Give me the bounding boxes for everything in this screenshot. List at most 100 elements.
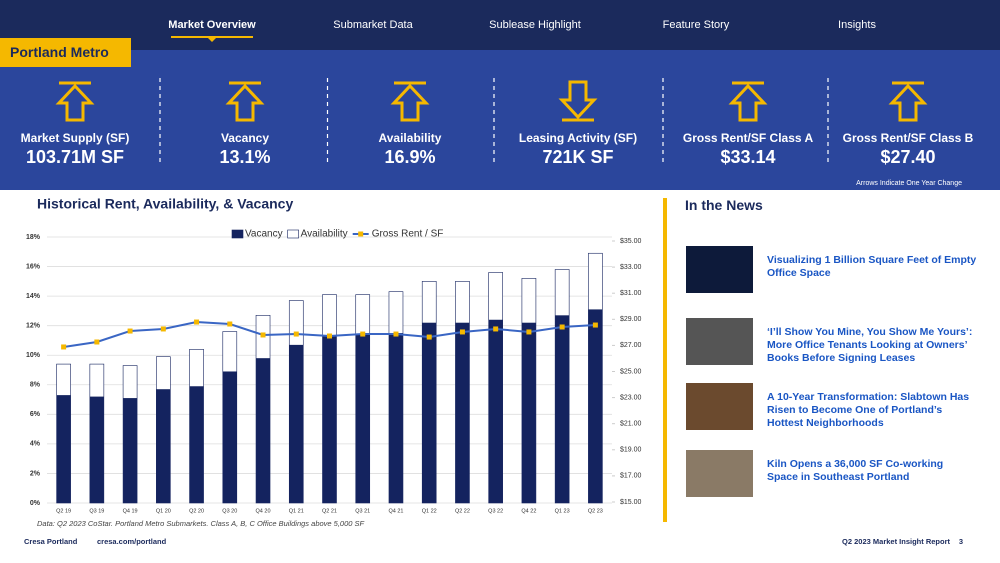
rent-marker: [360, 331, 366, 337]
chart-title: Historical Rent, Availability, & Vacancy: [37, 196, 293, 212]
kpi-label: Leasing Activity (SF): [518, 131, 638, 145]
y2-tick-label: $33.00: [620, 264, 642, 271]
vacancy-bar: [222, 371, 237, 503]
y2-tick-label: $29.00: [620, 316, 642, 323]
rent-marker: [293, 331, 299, 337]
chart-source: Data: Q2 2023 CoStar. Portland Metro Sub…: [37, 519, 365, 528]
vacancy-bar: [588, 309, 603, 503]
x-tick-label: Q2 21: [322, 508, 337, 514]
nav-item[interactable]: Market Overview: [168, 19, 256, 31]
news-thumbnail[interactable]: [686, 450, 753, 497]
y-tick-label: 18%: [26, 234, 41, 241]
x-tick-label: Q4 21: [388, 508, 403, 514]
news-headline[interactable]: Visualizing 1 Billion Square Feet of Emp…: [767, 254, 977, 279]
nav-item[interactable]: Submarket Data: [333, 19, 413, 31]
kpi-value: 16.9%: [384, 147, 436, 167]
x-tick-label: Q4 19: [123, 508, 138, 514]
footer-report: Q2 2023 Market Insight Report: [842, 537, 950, 546]
vacancy-bar: [189, 386, 204, 503]
kpi-arrow: [558, 80, 598, 122]
rent-marker: [61, 344, 67, 350]
page-number: 3: [958, 537, 963, 546]
rent-marker: [327, 333, 332, 339]
y-tick-label: 16%: [26, 263, 41, 270]
y2-tick-label: $27.00: [620, 342, 642, 349]
vacancy-bar: [56, 395, 71, 503]
news-thumbnail[interactable]: [686, 246, 753, 293]
vacancy-bar: [256, 358, 271, 503]
kpi-value: 103.71M SF: [25, 147, 125, 167]
vacancy-bar: [289, 344, 304, 503]
nav-item[interactable]: Sublease Highlight: [489, 19, 581, 31]
y-tick-label: 0%: [30, 500, 41, 507]
news-headline[interactable]: ‘I’ll Show You Mine, You Show Me Yours’:…: [767, 326, 973, 364]
rent-marker: [459, 329, 465, 335]
nav-item[interactable]: Feature Story: [662, 19, 730, 31]
y-tick-label: 6%: [30, 411, 41, 418]
rent-marker: [227, 321, 233, 327]
news-thumbnail[interactable]: [686, 318, 753, 365]
kpi-arrow: [888, 81, 928, 122]
vacancy-bar: [156, 389, 171, 503]
news-headline[interactable]: A 10-Year Transformation: Slabtown Has R…: [767, 391, 970, 429]
x-tick-label: Q4 20: [256, 508, 271, 514]
rent-marker: [260, 332, 266, 338]
nav-underline: [171, 36, 253, 38]
y-tick-label: 4%: [30, 441, 41, 448]
kpi-label: Gross Rent/SF Class B: [842, 131, 974, 145]
x-tick-label: Q3 20: [222, 508, 237, 514]
y2-tick-label: $17.00: [620, 473, 642, 480]
x-tick-label: Q2 23: [588, 508, 603, 514]
x-tick-label: Q3 21: [355, 508, 370, 514]
x-tick-label: Q2 19: [56, 508, 71, 514]
legend-label: Gross Rent / SF: [372, 229, 444, 240]
y2-tick-label: $31.00: [620, 290, 642, 297]
rent-marker: [559, 324, 565, 330]
x-tick-label: Q1 20: [156, 508, 171, 514]
kpi-value: $27.40: [880, 147, 936, 167]
y2-tick-label: $23.00: [620, 394, 642, 401]
y-tick-label: 14%: [26, 293, 41, 300]
news-title: In the News: [685, 197, 763, 213]
y2-tick-label: $25.00: [620, 368, 642, 375]
x-tick-label: Q2 22: [455, 508, 470, 514]
region-badge: Portland Metro: [0, 38, 131, 67]
nav-bar: [0, 0, 1000, 50]
legend-label: Availability: [301, 229, 348, 240]
rent-marker: [426, 334, 432, 340]
vacancy-bar: [89, 396, 104, 503]
y-tick-label: 8%: [30, 382, 41, 389]
news-thumbnail[interactable]: [686, 383, 753, 430]
rent-marker: [592, 322, 598, 328]
rent-marker: [160, 326, 166, 332]
y-tick-label: 12%: [26, 323, 41, 330]
x-tick-label: Q1 23: [555, 508, 570, 514]
kpi-label: Availability: [378, 131, 442, 145]
vacancy-bar: [422, 322, 437, 503]
vacancy-bar: [123, 398, 138, 503]
kpi-arrow: [55, 81, 95, 122]
y-tick-label: 2%: [30, 470, 41, 477]
divider: [663, 198, 667, 522]
rent-marker: [194, 319, 200, 325]
nav-item[interactable]: Insights: [838, 19, 876, 31]
y-tick-label: 10%: [26, 352, 41, 359]
vacancy-bar: [322, 336, 337, 503]
rent-marker: [493, 326, 499, 332]
chart: Historical Rent, Availability, & Vacancy…: [26, 196, 642, 528]
kpi-label: Gross Rent/SF Class A: [682, 131, 814, 145]
kpi-note: Arrows Indicate One Year Change: [856, 180, 962, 187]
vacancy-bar: [555, 315, 570, 503]
kpi-arrow: [728, 81, 768, 122]
x-tick-label: Q1 21: [289, 508, 304, 514]
vacancy-bar: [355, 334, 370, 503]
x-tick-label: Q4 22: [521, 508, 536, 514]
vacancy-bar: [521, 322, 536, 503]
x-tick-label: Q3 19: [89, 508, 104, 514]
vacancy-bar: [455, 322, 470, 503]
legend-swatch: [231, 229, 244, 239]
news-headline[interactable]: Kiln Opens a 36,000 SF Co-working Space …: [767, 458, 944, 483]
kpi-label: Vacancy: [220, 131, 270, 145]
legend-swatch: [287, 229, 299, 239]
